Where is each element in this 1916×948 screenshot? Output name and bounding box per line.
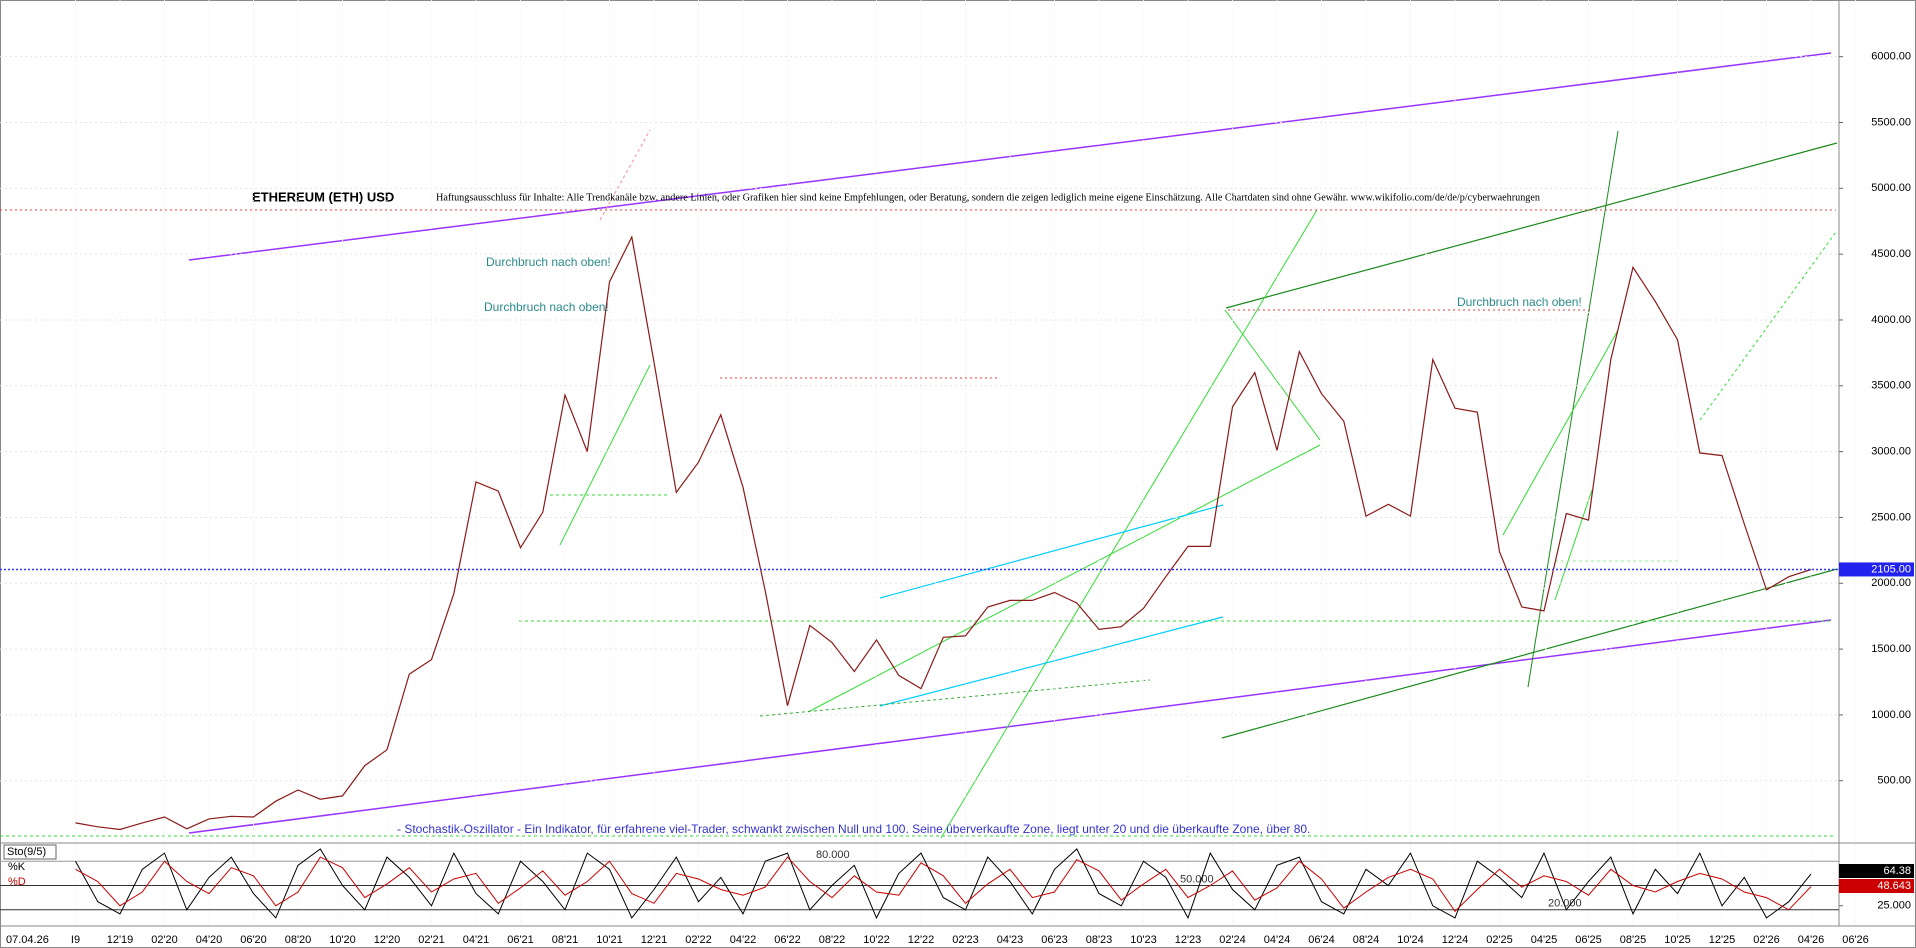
trend-line — [1699, 231, 1837, 421]
x-tick-label: 12'25 — [1709, 934, 1736, 946]
y-tick-label: 3500.00 — [1871, 380, 1911, 392]
x-tick-label: 12'20 — [374, 934, 401, 946]
x-tick-label: 04'22 — [730, 934, 757, 946]
indicator-box — [3, 844, 57, 860]
level-line — [759, 679, 1151, 717]
y-tick-label: 4000.00 — [1871, 314, 1911, 326]
annotation: Durchbruch nach oben! — [486, 255, 611, 269]
annotation: Durchbruch nach oben! — [1457, 295, 1582, 309]
trend-line — [1527, 130, 1619, 688]
x-tick-label: 04'24 — [1264, 934, 1291, 946]
x-tick-label: 06'23 — [1041, 934, 1068, 946]
y-tick-label: 5000.00 — [1871, 182, 1911, 194]
current-price-box — [1839, 562, 1914, 577]
x-tick-label: 08'20 — [285, 934, 312, 946]
trend-line — [1225, 142, 1838, 309]
x-tick-label: 06'26 — [1842, 934, 1869, 946]
x-tick-label: 12'21 — [641, 934, 668, 946]
trend-line — [1554, 489, 1593, 601]
x-tick-label: 10'22 — [863, 934, 890, 946]
x-tick-label: 02'24 — [1219, 934, 1246, 946]
last-value-label: 48.643 — [1877, 880, 1911, 892]
x-tick-label: 06'21 — [507, 934, 534, 946]
trend-line — [599, 129, 651, 221]
x-tick-label: 10'23 — [1130, 934, 1157, 946]
y-tick-label: 1000.00 — [1871, 709, 1911, 721]
x-tick-label: 04'23 — [997, 934, 1024, 946]
y-tick-label: 25.000 — [1877, 900, 1911, 912]
last-value-label: 64.38 — [1883, 865, 1911, 877]
trend-line — [559, 364, 651, 546]
series-line — [75, 856, 1812, 913]
series-line — [75, 235, 1812, 831]
trend-line — [879, 616, 1224, 707]
y-tick-label: 4500.00 — [1871, 248, 1911, 260]
y-tick-label: 2000.00 — [1871, 577, 1911, 589]
x-tick-label: 10'24 — [1397, 934, 1424, 946]
x-tick-label: 02'20 — [151, 934, 178, 946]
x-tick-label: 12'19 — [107, 934, 134, 946]
y-tick-label: 1500.00 — [1871, 643, 1911, 655]
level-label: 20.000 — [1548, 898, 1582, 910]
last-value-box — [1839, 879, 1914, 893]
y-tick-label: 5500.00 — [1871, 116, 1911, 128]
x-tick-label: 04'21 — [463, 934, 490, 946]
y-tick-label: 500.00 — [1877, 775, 1911, 787]
trend-line — [879, 504, 1224, 599]
x-tick-label: 08'25 — [1620, 934, 1647, 946]
current-price-label: 2105.00 — [1871, 563, 1911, 575]
y-tick-label: 2500.00 — [1871, 511, 1911, 523]
x-tick-label: 10'21 — [596, 934, 623, 946]
x-tick-label: 02'25 — [1486, 934, 1513, 946]
x-tick-label: 08'21 — [552, 934, 579, 946]
x-tick-label: I9 — [71, 934, 80, 946]
x-tick-label: 12'22 — [908, 934, 935, 946]
trend-line — [940, 209, 1318, 839]
y-tick-label: 3000.00 — [1871, 446, 1911, 458]
last-value-box — [1839, 864, 1914, 878]
x-tick-label: 08'23 — [1086, 934, 1113, 946]
trend-lines — [0, 52, 1838, 839]
x-tick-label: 06'20 — [240, 934, 267, 946]
x-tick-label: 06'22 — [774, 934, 801, 946]
legend-entry: %D — [8, 876, 26, 888]
x-tick-label: 08'24 — [1353, 934, 1380, 946]
trend-line — [1224, 309, 1321, 441]
trend-line — [1502, 329, 1619, 536]
disclaimer: Haftungsausschluss für Inhalte: Alle Tre… — [436, 192, 1540, 203]
x-tick-label: 04'26 — [1798, 934, 1825, 946]
x-tick-label: 12'24 — [1442, 934, 1469, 946]
chart-title: ETHEREUM (ETH) USD — [252, 189, 394, 204]
level-label: 50.000 — [1180, 873, 1214, 885]
x-tick-label: 06'25 — [1575, 934, 1602, 946]
x-tick-label: 02'26 — [1753, 934, 1780, 946]
x-tick-label: 04'20 — [196, 934, 223, 946]
x-tick-label: 10'25 — [1664, 934, 1691, 946]
x-tick-label: 12'23 — [1175, 934, 1202, 946]
date-label: 07.04.26 — [6, 934, 49, 946]
legend-entry: %K — [8, 861, 26, 873]
x-tick-label: 10'20 — [329, 934, 356, 946]
annotation: Durchbruch nach oben! — [484, 300, 609, 314]
x-tick-label: 02'22 — [685, 934, 712, 946]
indicator-note: - Stochastik-Oszillator - Ein Indikator,… — [397, 822, 1310, 836]
x-tick-label: 02'21 — [418, 934, 445, 946]
x-tick-label: 06'24 — [1308, 934, 1335, 946]
x-tick-label: 02'23 — [952, 934, 979, 946]
trend-line — [1221, 568, 1838, 739]
x-tick-label: 08'22 — [819, 934, 846, 946]
x-tick-label: 04'25 — [1531, 934, 1558, 946]
y-tick-label: 6000.00 — [1871, 51, 1911, 63]
level-label: 80.000 — [816, 849, 850, 861]
series-line — [75, 848, 1812, 920]
indicator-title: Sto(9/5) — [7, 846, 46, 858]
trend-line — [188, 619, 1832, 834]
